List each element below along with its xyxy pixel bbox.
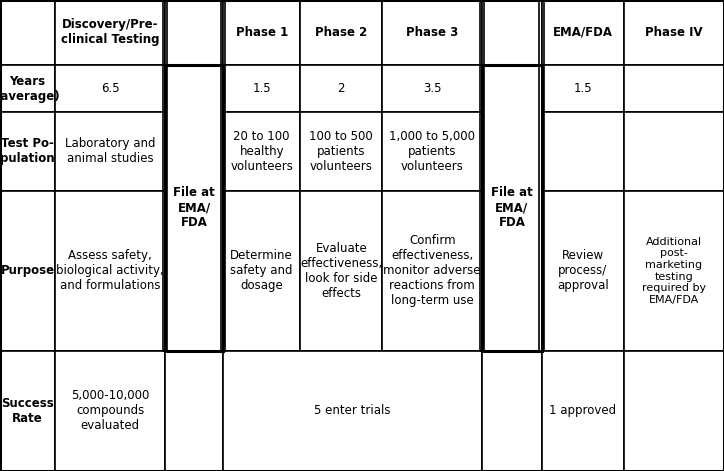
Bar <box>165 65 223 112</box>
Bar <box>300 112 382 191</box>
Text: Discovery/Pre-
clinical Testing: Discovery/Pre- clinical Testing <box>61 18 159 47</box>
Text: Phase 3: Phase 3 <box>406 26 458 39</box>
Bar <box>382 191 482 351</box>
Bar <box>165 65 223 351</box>
Bar <box>0 191 55 351</box>
Bar <box>482 351 542 471</box>
Bar <box>624 351 724 471</box>
Bar <box>0 351 55 471</box>
Bar <box>223 0 300 65</box>
Text: Success
Rate: Success Rate <box>1 397 54 425</box>
Bar <box>55 65 165 112</box>
Bar <box>482 65 542 351</box>
Bar <box>55 0 165 65</box>
Bar <box>542 351 624 471</box>
Bar <box>165 112 223 191</box>
Text: Phase 2: Phase 2 <box>315 26 368 39</box>
Text: 1.5: 1.5 <box>573 82 592 95</box>
Text: Purpose: Purpose <box>1 264 54 277</box>
Text: 1.5: 1.5 <box>253 82 271 95</box>
Bar <box>382 65 482 112</box>
Bar <box>482 65 542 112</box>
Text: 1,000 to 5,000
patients
volunteers: 1,000 to 5,000 patients volunteers <box>390 130 475 173</box>
Bar <box>165 191 223 351</box>
Text: EMA/FDA: EMA/FDA <box>553 26 613 39</box>
Text: Test Po-
pulation: Test Po- pulation <box>0 138 55 165</box>
Text: File at
EMA/
FDA: File at EMA/ FDA <box>173 187 215 229</box>
Text: Phase 1: Phase 1 <box>235 26 288 39</box>
Bar <box>382 0 482 65</box>
Bar <box>55 351 165 471</box>
Text: 5 enter trials: 5 enter trials <box>314 405 391 417</box>
Text: 1 approved: 1 approved <box>550 405 616 417</box>
Bar <box>300 0 382 65</box>
Text: 2: 2 <box>337 82 345 95</box>
Bar <box>542 0 624 65</box>
Bar <box>382 112 482 191</box>
Text: Additional
post-
marketing
testing
required by
EMA/FDA: Additional post- marketing testing requi… <box>642 237 706 305</box>
Text: 3.5: 3.5 <box>423 82 442 95</box>
Bar <box>482 112 542 191</box>
Text: 100 to 500
patients
volunteers: 100 to 500 patients volunteers <box>309 130 374 173</box>
Bar <box>542 65 624 112</box>
Bar <box>55 191 165 351</box>
Text: Confirm
effectiveness,
monitor adverse
reactions from
long-term use: Confirm effectiveness, monitor adverse r… <box>384 235 481 307</box>
Bar <box>624 191 724 351</box>
Text: Laboratory and
animal studies: Laboratory and animal studies <box>65 138 155 165</box>
Text: Phase IV: Phase IV <box>645 26 703 39</box>
Bar <box>165 0 223 65</box>
Bar <box>0 0 55 65</box>
Text: Determine
safety and
dosage: Determine safety and dosage <box>230 249 293 292</box>
Text: 6.5: 6.5 <box>101 82 119 95</box>
Bar <box>55 112 165 191</box>
Bar <box>542 191 624 351</box>
Text: 5,000-10,000
compounds
evaluated: 5,000-10,000 compounds evaluated <box>71 390 149 432</box>
Text: 20 to 100
healthy
volunteers: 20 to 100 healthy volunteers <box>230 130 293 173</box>
Text: Years
(average): Years (average) <box>0 74 60 103</box>
Bar <box>300 65 382 112</box>
Bar <box>223 65 300 112</box>
Bar <box>624 112 724 191</box>
Bar <box>223 112 300 191</box>
Bar <box>165 351 223 471</box>
Bar <box>482 191 542 351</box>
Text: Review
process/
approval: Review process/ approval <box>557 249 609 292</box>
Bar <box>624 65 724 112</box>
Bar <box>300 191 382 351</box>
Text: Evaluate
effectiveness,
look for side
effects: Evaluate effectiveness, look for side ef… <box>300 242 382 300</box>
Bar <box>223 191 300 351</box>
Bar <box>542 112 624 191</box>
Text: Assess safety,
biological activity,
and formulations: Assess safety, biological activity, and … <box>56 249 164 292</box>
Bar <box>624 0 724 65</box>
Bar <box>0 112 55 191</box>
Bar <box>0 65 55 112</box>
Text: File at
EMA/
FDA: File at EMA/ FDA <box>491 187 533 229</box>
Bar <box>223 351 482 471</box>
Bar <box>482 0 542 65</box>
